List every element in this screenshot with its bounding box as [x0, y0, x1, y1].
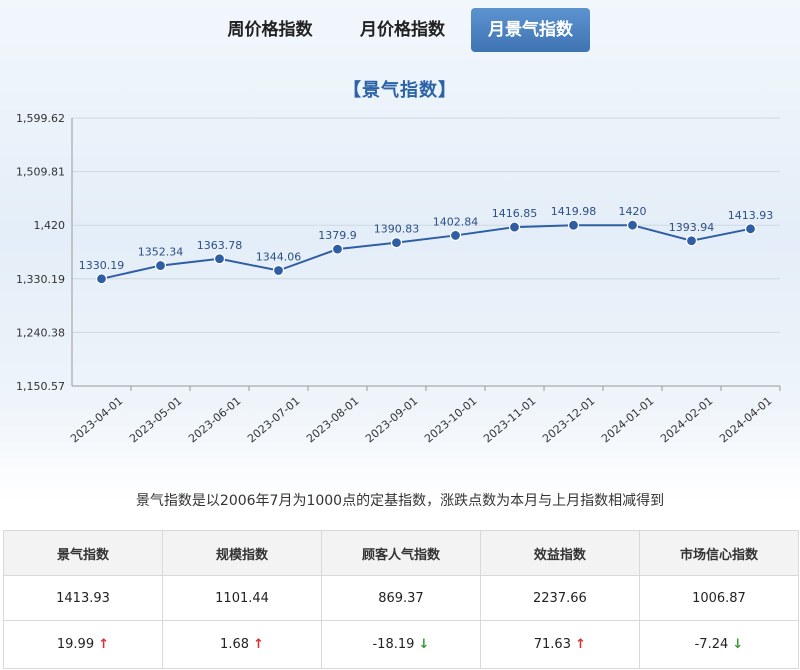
arrow-down-icon: ↓ — [418, 637, 430, 652]
value-prosperity: 1413.93 — [2, 575, 164, 621]
header-scale: 规模指数 — [162, 530, 323, 576]
y-tick-label: 1,240.38 — [16, 326, 65, 339]
change-cell: 19.99 ↑ — [2, 620, 164, 669]
header-profit: 效益指数 — [479, 530, 640, 576]
arrow-up-icon: ↑ — [253, 637, 265, 652]
x-tick-label: 2023-05-01 — [127, 394, 184, 445]
y-tick-label: 1,599.62 — [16, 112, 65, 125]
x-tick-label: 2024-02-01 — [658, 394, 715, 445]
value-profit: 2237.66 — [479, 575, 640, 621]
tab-monthly-price-index[interactable]: 月价格指数 — [360, 20, 445, 40]
index-note: 景气指数是以2006年7月为1000点的定基指数，涨跌点数为本月与上月指数相减得… — [135, 493, 665, 509]
data-point — [213, 253, 226, 265]
header-customer-traffic: 顾客人气指数 — [321, 530, 481, 576]
arrow-up-icon: ↑ — [575, 637, 587, 652]
change-cell: -7.24 ↓ — [638, 620, 800, 669]
data-label: 1416.85 — [492, 207, 538, 220]
data-label: 1420 — [619, 205, 647, 218]
data-point — [390, 237, 403, 249]
y-tick-label: 1,150.57 — [16, 380, 65, 393]
x-tick-label: 2023-04-01 — [68, 394, 125, 445]
data-point — [449, 229, 462, 242]
y-tick-label: 1,420 — [34, 219, 66, 232]
y-tick-label: 1,330.19 — [16, 273, 65, 286]
x-tick-label: 2023-08-01 — [304, 394, 361, 445]
header-market-confidence: 市场信心指数 — [638, 530, 800, 576]
table-header-row: 景气指数 规模指数 顾客人气指数 效益指数 市场信心指数 — [2, 530, 800, 576]
data-point — [272, 264, 285, 277]
data-point — [95, 273, 108, 285]
prosperity-line-chart: 1,599.62 1,509.81 1,420 1,330.19 1,240.38 1,1… — [16, 112, 781, 445]
header-prosperity: 景气指数 — [2, 530, 164, 576]
change-cell: -18.19 ↓ — [321, 620, 481, 669]
value-scale: 1101.44 — [162, 575, 323, 621]
change-cell: 71.63 ↑ — [479, 620, 640, 669]
change-value: -18.19 — [372, 637, 415, 652]
x-tick-label: 2023-06-01 — [186, 394, 243, 445]
data-point — [154, 259, 167, 272]
data-label: 1330.19 — [79, 259, 125, 272]
data-point — [744, 223, 757, 235]
data-label: 1379.9 — [318, 229, 357, 242]
data-point — [626, 219, 639, 231]
table-row-values: 1413.93 1101.44 869.37 2237.66 1006.87 — [2, 575, 800, 621]
change-value: -7.24 — [694, 637, 729, 652]
index-tabs: 周价格指数 月价格指数 月景气指数 — [0, 8, 800, 54]
value-market-confidence: 1006.87 — [638, 575, 800, 621]
tab-weekly-price-index[interactable]: 周价格指数 — [227, 20, 313, 40]
x-tick-label: 2023-12-01 — [540, 394, 597, 445]
data-label: 1344.06 — [256, 251, 302, 264]
data-label: 1390.83 — [374, 223, 420, 236]
x-tick-label: 2023-11-01 — [481, 394, 538, 445]
data-label: 1402.84 — [433, 215, 479, 228]
data-label: 1393.94 — [669, 221, 715, 234]
arrow-down-icon: ↓ — [732, 637, 744, 652]
data-point — [508, 221, 521, 233]
index-table: 景气指数 规模指数 顾客人气指数 效益指数 市场信心指数 1413.93 110… — [2, 530, 800, 669]
data-label: 1352.34 — [138, 246, 184, 259]
value-customer-traffic: 869.37 — [321, 575, 481, 621]
table-row-changes: 19.99 ↑ 1.68 ↑ -18.19 ↓ 71.63 ↑ -7.24 ↓ — [2, 620, 800, 669]
arrow-up-icon: ↑ — [98, 637, 110, 652]
data-point — [331, 243, 344, 255]
data-label: 1413.93 — [728, 209, 774, 222]
series-line — [101, 224, 751, 280]
data-point — [685, 235, 698, 247]
x-tick-label: 2024-04-01 — [717, 394, 774, 445]
change-cell: 1.68 ↑ — [162, 620, 323, 669]
data-label: 1363.78 — [197, 239, 243, 252]
tab-monthly-prosperity-index[interactable]: 月景气指数 — [471, 8, 590, 52]
x-tick-label: 2023-09-01 — [363, 394, 420, 445]
data-point — [567, 219, 580, 231]
change-value: 1.68 — [220, 637, 249, 652]
x-tick-label: 2023-10-01 — [422, 394, 479, 445]
change-value: 71.63 — [533, 637, 571, 652]
change-value: 19.99 — [56, 637, 95, 652]
chart-title: 【景气指数】 — [343, 80, 457, 101]
data-label: 1419.98 — [551, 205, 597, 218]
x-tick-label: 2023-07-01 — [245, 394, 302, 445]
x-tick-label: 2024-01-01 — [599, 394, 656, 445]
y-tick-label: 1,509.81 — [16, 166, 65, 179]
